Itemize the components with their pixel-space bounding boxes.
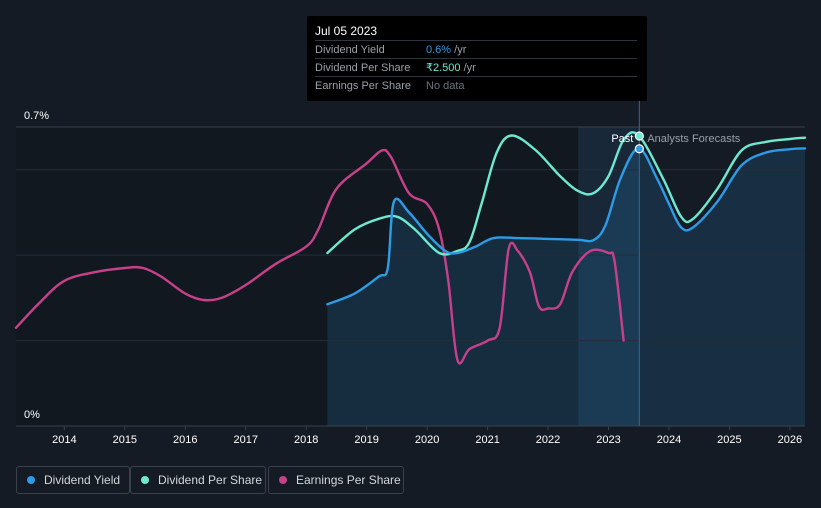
series-line-dividend-yield — [326, 147, 807, 306]
tooltip-label: Dividend Yield — [315, 44, 385, 56]
x-tick-label: 2021 — [475, 434, 499, 446]
x-tick-label: 2018 — [294, 434, 318, 446]
tooltip-row-dividend-yield: Dividend Yield 0.6% /yr — [315, 40, 637, 59]
legend-label: Dividend Yield — [44, 473, 121, 487]
y-tick-label: 0.7% — [24, 110, 49, 122]
legend-item-earnings-per-share[interactable]: Earnings Per Share — [268, 466, 404, 494]
forecast-label: Analysts Forecasts — [647, 133, 740, 145]
x-tick-label: 2015 — [113, 434, 137, 446]
x-tick-label: 2024 — [657, 434, 681, 446]
marker-dividend-yield — [634, 144, 644, 154]
x-tick-label: 2014 — [52, 434, 76, 446]
series-line-earnings-per-share — [14, 148, 625, 365]
tooltip-value: No data — [426, 80, 465, 92]
legend-label: Dividend Per Share — [158, 473, 263, 487]
x-tick-label: 2022 — [536, 434, 560, 446]
series-line-dividend-per-share — [326, 131, 807, 256]
tooltip-date: Jul 05 2023 — [315, 24, 378, 38]
legend-item-dividend-yield[interactable]: Dividend Yield — [16, 466, 130, 494]
legend-dot — [141, 476, 149, 484]
x-tick-label: 2017 — [234, 434, 258, 446]
tooltip-value: ₹2.500 /yr — [426, 62, 476, 74]
x-tick-label: 2023 — [596, 434, 620, 446]
tooltip-label: Dividend Per Share — [315, 62, 411, 74]
x-tick-label: 2025 — [717, 434, 741, 446]
tooltip-row-earnings-per-share: Earnings Per Share No data — [315, 76, 637, 95]
tooltip-row-dividend-per-share: Dividend Per Share ₹2.500 /yr — [315, 58, 637, 77]
past-region — [16, 127, 640, 426]
tooltip-value: 0.6% /yr — [426, 44, 467, 56]
y-tick-label: 0% — [24, 409, 40, 421]
legend-dot — [279, 476, 287, 484]
marker-dividend-per-share — [634, 131, 644, 141]
x-tick-label: 2019 — [354, 434, 378, 446]
tooltip-label: Earnings Per Share — [315, 80, 411, 92]
x-tick-label: 2026 — [778, 434, 802, 446]
legend-item-dividend-per-share[interactable]: Dividend Per Share — [130, 466, 266, 494]
chart-tooltip: Jul 05 2023 Dividend Yield 0.6% /yr Divi… — [307, 16, 647, 101]
x-tick-label: 2016 — [173, 434, 197, 446]
legend-dot — [27, 476, 35, 484]
past-label: Past — [611, 133, 633, 145]
x-tick-label: 2020 — [415, 434, 439, 446]
legend-label: Earnings Per Share — [296, 473, 401, 487]
